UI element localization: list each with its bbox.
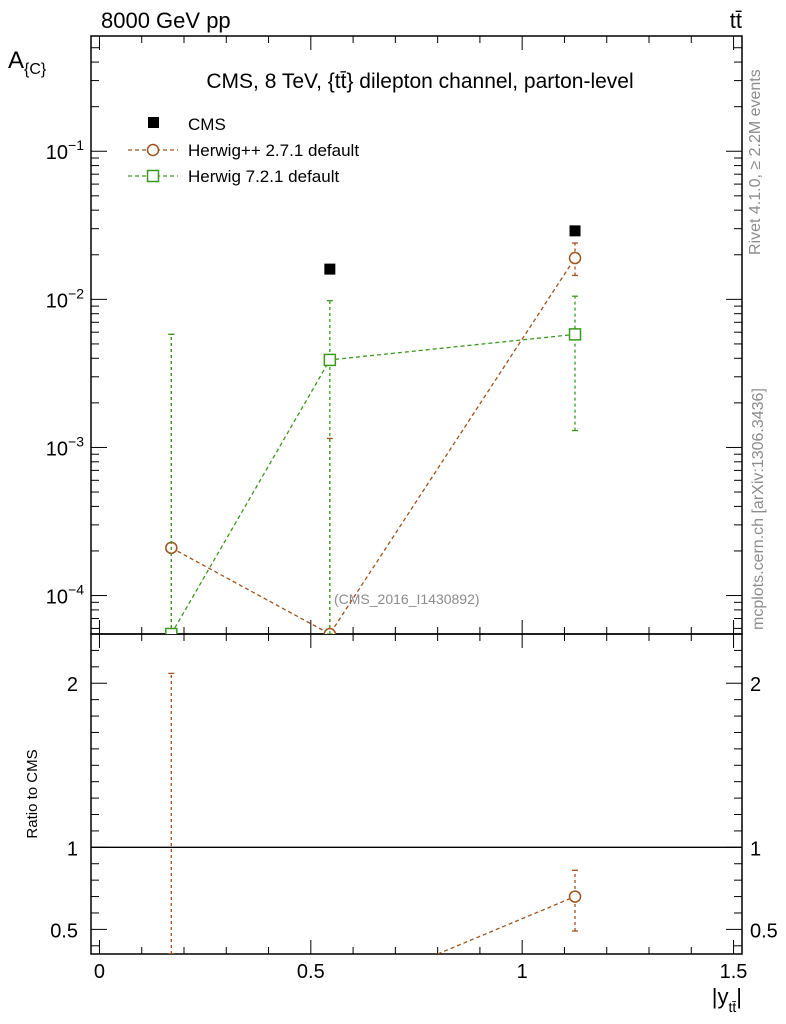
herwig7-data-point (568, 328, 582, 341)
legend-label-herwigpp: Herwig++ 2.7.1 default (188, 141, 359, 160)
y-axis-label: A{C} (8, 47, 47, 78)
herwigpp-series-line (171, 257, 576, 634)
herwig7-data-point (323, 353, 337, 367)
axis-ticks: 0 0.5 1 1.5 10−4 10−3 10−2 10−1 0.5 0.5 1 1 2 2 (46, 36, 778, 983)
legend-label-cms: CMS (188, 115, 226, 134)
chart-title: CMS, 8 TeV, {tt̄} dilepton channel, part… (206, 70, 633, 93)
cms-data-point (569, 225, 581, 237)
x-axis-label: |ytt̄| (712, 984, 742, 1015)
analysis-tag: (CMS_2016_I1430892) (334, 591, 480, 607)
ratio-y-tick-label-right: 1 (750, 838, 761, 860)
ratio-y-tick-label-right: 0.5 (750, 920, 778, 942)
y-tick-label: 10−4 (46, 582, 84, 609)
ratio-y-tick-label: 2 (67, 674, 78, 696)
x-tick-label: 0.5 (297, 961, 325, 983)
cms-data-point (324, 263, 336, 275)
y-tick-label: 10−3 (46, 433, 84, 460)
ratio-y-tick-label: 1 (67, 838, 78, 860)
legend-marker-herwig7 (146, 169, 160, 183)
legend-label-herwig7: Herwig 7.2.1 default (188, 167, 339, 186)
rivet-version-label: Rivet 4.1.0, ≥ 2.2M events (747, 69, 764, 255)
herwig7-series-line (170, 333, 576, 634)
legend-marker-cms (148, 117, 159, 128)
x-tick-label: 1 (517, 961, 528, 983)
ratio-herwigpp-line (437, 895, 576, 954)
ratio-herwigpp-point (568, 890, 582, 903)
y-tick-label: 10−1 (46, 137, 84, 164)
ratio-y-tick-label-right: 2 (750, 674, 761, 696)
mcplots-label: mcplots.cern.ch [arXiv:1306.3436] (750, 388, 767, 630)
ratio-y-axis-label: Ratio to CMS (24, 749, 41, 838)
ratio-y-tick-label: 0.5 (50, 920, 78, 942)
header-process-label: tt̄ (730, 8, 742, 33)
y-tick-label: 10−2 (46, 285, 84, 312)
main-plot-series (165, 225, 582, 634)
x-tick-label: 0 (94, 961, 105, 983)
header-energy-label: 8000 GeV pp (101, 8, 231, 33)
ratio-plot-frame (90, 633, 743, 955)
legend: CMS Herwig++ 2.7.1 default Herwig 7.2.1 … (128, 115, 359, 186)
ratio-plot-series (91, 672, 742, 954)
herwig7-data-point (165, 627, 178, 634)
x-tick-label: 1.5 (720, 961, 748, 983)
legend-marker-herwigpp (146, 143, 160, 157)
herwigpp-data-point (568, 251, 582, 265)
